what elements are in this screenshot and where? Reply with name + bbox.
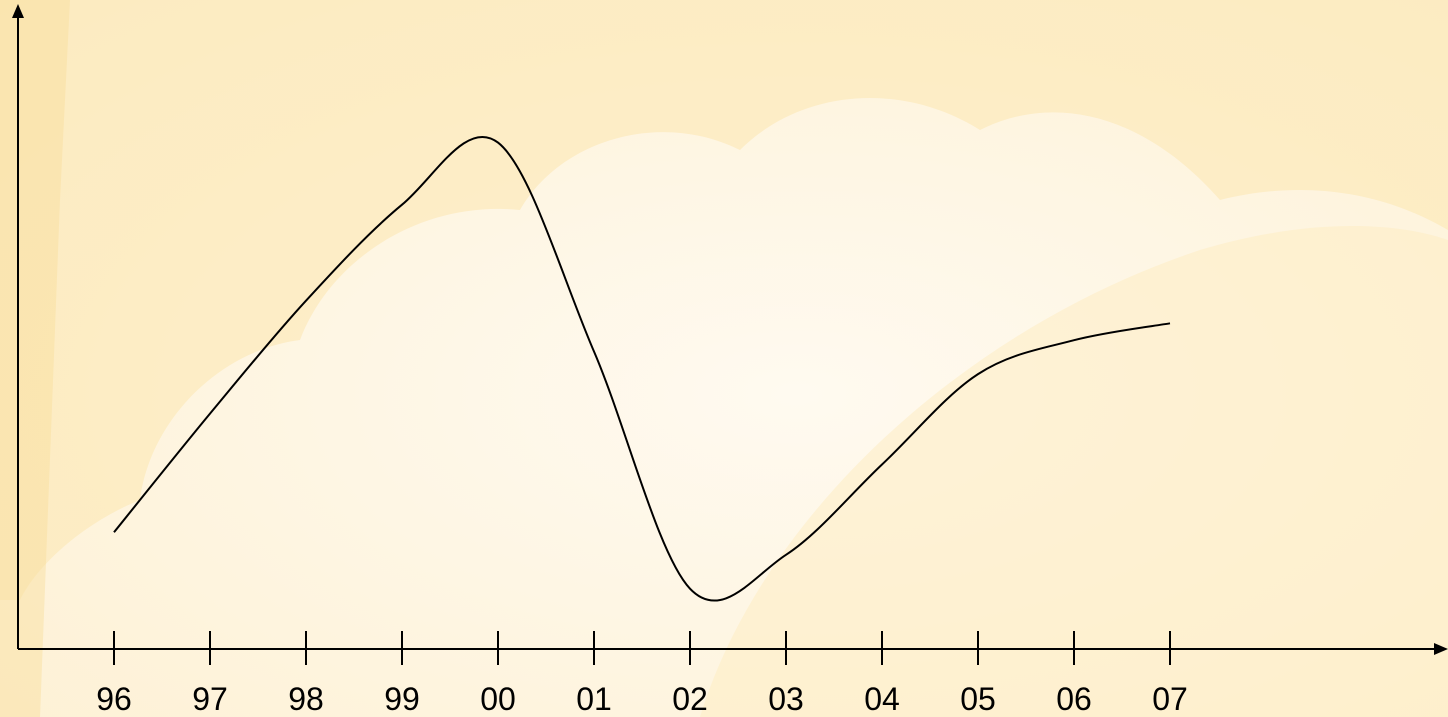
- x-tick-label-06: 06: [1056, 681, 1092, 717]
- background-gear-shape: [0, 0, 1448, 600]
- background-arc-shape: [700, 226, 1448, 717]
- axes: [12, 4, 1448, 655]
- x-tick-label-96: 96: [96, 681, 132, 717]
- x-tick-label-02: 02: [672, 681, 708, 717]
- series-lines: [113, 135, 1171, 602]
- y-axis-arrow: [12, 4, 24, 18]
- x-tick-label-04: 04: [864, 681, 900, 717]
- x-tick-label-99: 99: [384, 681, 420, 717]
- x-tick-label-98: 98: [288, 681, 324, 717]
- x-tick-label-05: 05: [960, 681, 996, 717]
- x-tick-label-00: 00: [480, 681, 516, 717]
- x-tick-label-07: 07: [1152, 681, 1188, 717]
- x-axis-ticks: [113, 631, 1171, 665]
- series-line-0: [113, 135, 1171, 602]
- x-tick-label-01: 01: [576, 681, 612, 717]
- x-axis-tick-labels: 96 97 98 99 00 01 02 03 04 05 06 07: [96, 681, 1188, 717]
- x-axis-arrow: [1434, 643, 1448, 655]
- x-tick-label-03: 03: [768, 681, 804, 717]
- x-tick-label-97: 97: [192, 681, 228, 717]
